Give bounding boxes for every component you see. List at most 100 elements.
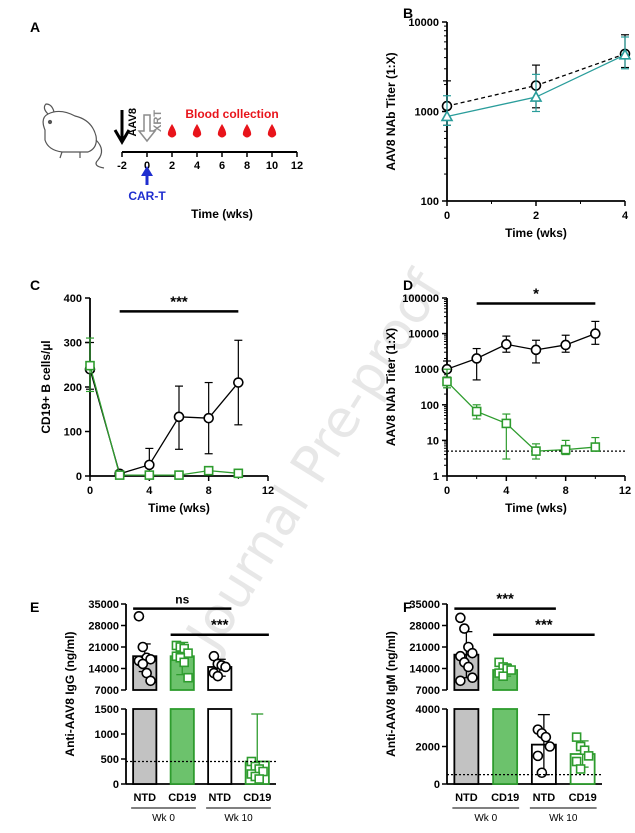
y-tick-label: 7000 [95, 685, 119, 697]
y-tick-label: 0 [113, 779, 119, 791]
x-tick-label: 0 [87, 485, 93, 497]
series-line [89, 365, 239, 476]
y-tick-label: 14000 [409, 664, 440, 676]
x-axis-label: Time (wks) [505, 501, 567, 515]
data-point [471, 406, 482, 417]
x-tick-label: 12 [619, 485, 631, 497]
panel-f: F 7000 14000 21000 28000 35000 0 2000 4000 Anti-A… [384, 591, 602, 824]
y-axis-label: Anti-AAV8 IgM (ng/ml) [384, 631, 398, 757]
comparison-label: *** [496, 591, 514, 608]
timeline-tick-label: 4 [194, 160, 201, 172]
y-axis-label: AAV8 NAb Titer (1:X) [384, 52, 398, 170]
comparison-label: *** [211, 617, 229, 634]
mouse-icon [42, 103, 105, 169]
data-point [529, 90, 543, 102]
x-tick-label: 0 [444, 210, 450, 222]
cart-label: CAR-T [128, 189, 166, 203]
panel-c: C 0 100 200 300 400 0 4 8 12 Time (wks) CD19+ B cel… [30, 277, 274, 515]
data-point [455, 675, 466, 687]
y-axis-label: CD19+ B cells/µl [39, 340, 53, 433]
data-point [203, 465, 214, 476]
x-tick-label: 0 [444, 485, 450, 497]
data-point [501, 339, 512, 350]
y-tick-label: 10000 [408, 17, 439, 29]
timeline-tick-label: 2 [169, 160, 175, 172]
data-point [137, 658, 149, 670]
y-tick-label: 35000 [88, 599, 119, 611]
aav8-label: AAV8 [127, 108, 139, 137]
category-label: NTD [133, 792, 156, 804]
data-point [144, 470, 155, 480]
data-point [506, 665, 516, 675]
data-point [203, 412, 214, 424]
data-point [173, 411, 185, 423]
panel-label-a: A [30, 19, 40, 35]
data-point [467, 647, 478, 659]
y-tick-label: 35000 [409, 599, 440, 611]
blood-drop-icon [217, 124, 227, 138]
data-point [179, 657, 189, 668]
timeline-tick-label: 10 [266, 160, 278, 172]
data-point [114, 470, 125, 480]
data-point [254, 774, 264, 784]
data-point [544, 741, 556, 752]
y-tick-label: 300 [64, 338, 82, 350]
y-tick-label: 100 [64, 427, 82, 439]
panel-label: B [403, 5, 413, 21]
data-point [145, 653, 156, 665]
data-point [530, 344, 542, 356]
blood-drop-icon [242, 124, 252, 138]
significance-label: * [533, 286, 539, 303]
y-tick-label: 500 [101, 754, 119, 766]
data-point [183, 648, 193, 658]
panel-label: E [30, 599, 39, 615]
comparison-label: ns [175, 593, 189, 607]
y-tick-label: 200 [64, 382, 82, 394]
x-tick-label: 8 [206, 485, 212, 497]
series-line [446, 332, 596, 370]
y-tick-label: 14000 [88, 664, 119, 676]
y-tick-label: 1000 [415, 364, 439, 376]
panel-a: A -2024681012Time (wks)AAV8XRTCAR-TBlood… [30, 19, 303, 221]
series-line [89, 369, 239, 475]
data-point [133, 610, 145, 622]
data-point [85, 360, 95, 371]
series-line [446, 381, 596, 452]
data-point [583, 751, 594, 761]
y-tick-label: 100000 [402, 293, 439, 305]
data-point [501, 418, 512, 429]
y-tick-label: 21000 [409, 642, 440, 654]
category-label: CD19 [243, 792, 271, 804]
y-tick-label: 400 [64, 293, 82, 305]
xrt-label: XRT [152, 110, 164, 132]
bar [207, 708, 233, 785]
y-tick-label: 2000 [416, 742, 440, 754]
panel-e: E 7000 14000 21000 28000 35000 0 500 1000 1500 Ant… [30, 593, 276, 824]
data-point [536, 767, 548, 779]
x-axis-label: Time (wks) [148, 501, 210, 515]
timeline-tick-label: 12 [291, 160, 303, 172]
blood-drop-icon [167, 124, 177, 138]
data-point [618, 48, 632, 60]
category-label: CD19 [491, 792, 519, 804]
y-tick-label: 100 [421, 196, 439, 208]
y-tick-label: 10000 [408, 329, 439, 341]
timeline-tick-label: -2 [117, 160, 127, 172]
category-label: NTD [533, 792, 556, 804]
x-tick-label: 2 [533, 210, 539, 222]
timeline-tick-label: 6 [219, 160, 225, 172]
data-point [233, 377, 244, 388]
data-point [220, 661, 231, 673]
bar [169, 708, 195, 785]
bar [453, 708, 480, 785]
group-label: Wk 10 [549, 813, 578, 824]
panel-label: C [30, 277, 40, 293]
data-point [531, 446, 541, 456]
data-point [459, 623, 470, 634]
data-point [498, 671, 508, 681]
data-point [590, 328, 601, 339]
y-tick-label: 21000 [88, 642, 119, 654]
data-point [442, 376, 452, 387]
data-point [467, 672, 478, 684]
x-tick-label: 4 [503, 485, 510, 497]
